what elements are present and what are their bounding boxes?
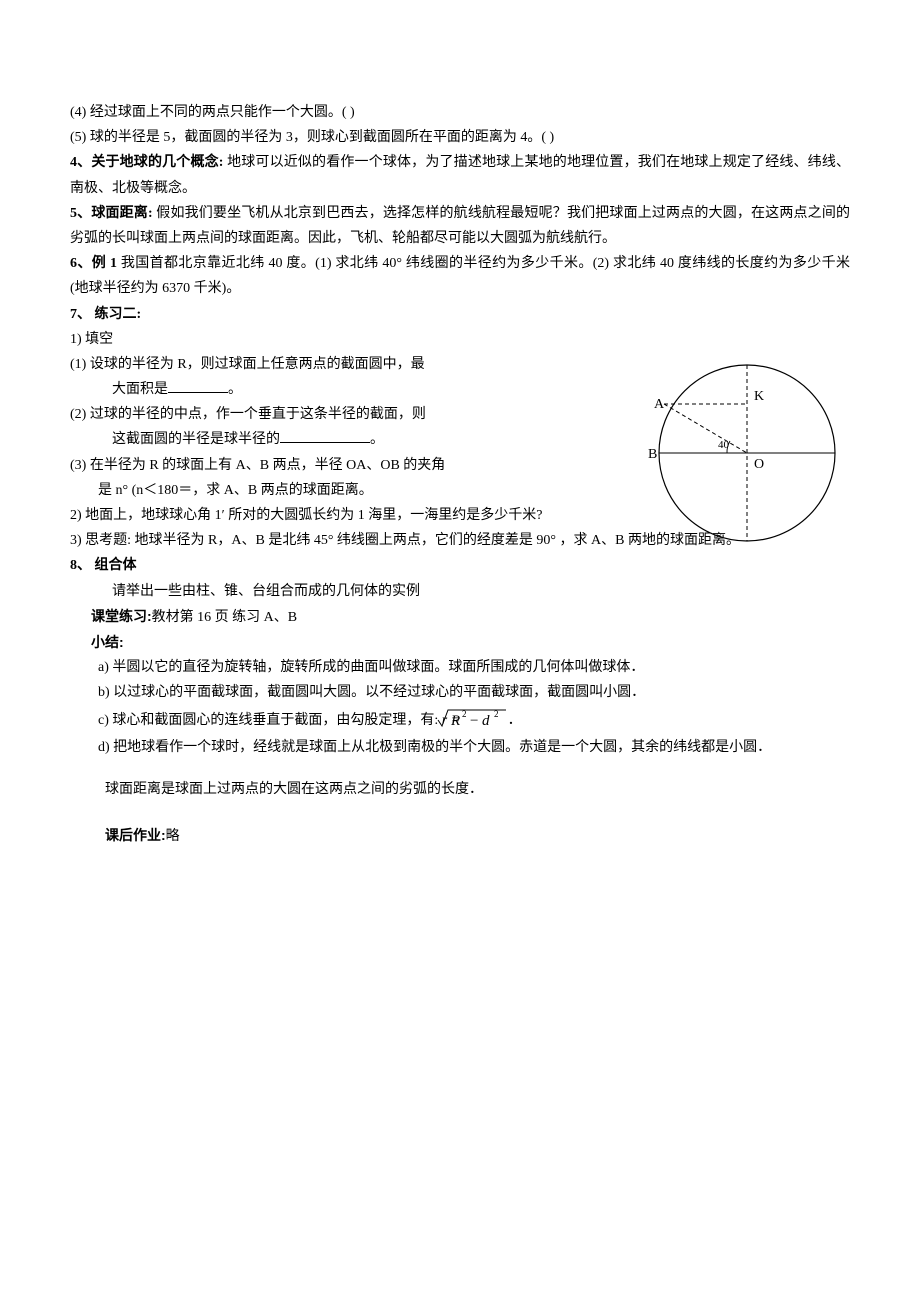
class-practice-label: 课堂练习:	[91, 608, 152, 624]
blank-1	[168, 378, 228, 393]
text-q5: (5) 球的半径是 5，截面圆的半径为 3，则球心到截面圆所在平面的距离为 4。…	[70, 125, 850, 150]
section-4: 4、关于地球的几个概念: 地球可以近似的看作一个球体，为了描述地球上某地的地理位…	[70, 150, 850, 200]
blank-2	[280, 428, 370, 443]
svg-text:R: R	[450, 713, 460, 729]
sqrt-expr: R 2 − d 2	[464, 706, 508, 735]
class-practice: 课堂练习:教材第 16 页 练习 A、B	[70, 604, 850, 630]
fill-1-prefix: 大面积是	[112, 382, 168, 397]
svg-text:40: 40	[718, 439, 730, 451]
homework: 课后作业:略	[70, 823, 850, 849]
summary-title: 小结:	[70, 630, 850, 655]
sphere-diagram: A K B O 40	[632, 358, 840, 557]
fill-1-suffix: 。	[228, 382, 242, 397]
summary-c-suffix: ．	[508, 712, 522, 727]
summary-c-prefix: c) 球心和截面圆心的连线垂直于截面，由勾股定理，有:	[98, 712, 442, 727]
section-6-title: 6、例 1	[70, 256, 117, 271]
summary-distance: 球面距离是球面上过两点的大圆在这两点之间的劣弧的长度．	[70, 777, 850, 802]
summary-a: a) 半圆以它的直径为旋转轴，旋转所成的曲面叫做球面。球面所围成的几何体叫做球体…	[70, 655, 850, 680]
svg-text:d: d	[482, 713, 490, 729]
section-6: 6、例 1 我国首都北京靠近北纬 40 度。(1) 求北纬 40° 纬线圈的半径…	[70, 251, 850, 301]
svg-text:O: O	[754, 457, 764, 472]
document-body: A K B O 40 (4) 经过球面上不同的两点只能作一个大圆。( ) (5)…	[70, 100, 850, 849]
class-practice-body: 教材第 16 页 练习 A、B	[152, 610, 297, 625]
svg-text:B: B	[648, 447, 657, 462]
text-q4: (4) 经过球面上不同的两点只能作一个大圆。( )	[70, 100, 850, 125]
subsection-1: 1) 填空	[70, 327, 850, 352]
section-5: 5、球面距离: 假如我们要坐飞机从北京到巴西去，选择怎样的航线航程最短呢？我们把…	[70, 201, 850, 251]
section-8-body: 请举出一些由柱、锥、台组合而成的几何体的实例	[70, 579, 850, 604]
svg-text:2: 2	[462, 709, 467, 719]
homework-label: 课后作业:	[105, 827, 166, 843]
fill-2-prefix: 这截面圆的半径是球半径的	[112, 432, 280, 447]
section-7-title: 7、 练习二:	[70, 302, 850, 327]
homework-body: 略	[166, 829, 180, 844]
svg-text:K: K	[754, 389, 764, 404]
svg-text:A: A	[654, 397, 665, 412]
fill-2-suffix: 。	[370, 432, 384, 447]
svg-text:−: −	[470, 713, 478, 729]
section-4-title: 4、关于地球的几个概念:	[70, 155, 223, 170]
summary-d: d) 把地球看作一个球时，经线就是球面上从北极到南极的半个大圆。赤道是一个大圆，…	[70, 735, 850, 760]
svg-text:2: 2	[494, 709, 499, 719]
section-5-title: 5、球面距离:	[70, 206, 153, 221]
section-6-body: 我国首都北京靠近北纬 40 度。(1) 求北纬 40° 纬线圈的半径约为多少千米…	[70, 256, 850, 296]
section-5-body: 假如我们要坐飞机从北京到巴西去，选择怎样的航线航程最短呢？我们把球面上过两点的大…	[70, 206, 850, 246]
summary-b: b) 以过球心的平面截球面，截面圆叫大圆。以不经过球心的平面截球面，截面圆叫小圆…	[70, 680, 850, 705]
summary-c: c) 球心和截面圆心的连线垂直于截面，由勾股定理，有: r = R 2 − d …	[70, 706, 850, 735]
